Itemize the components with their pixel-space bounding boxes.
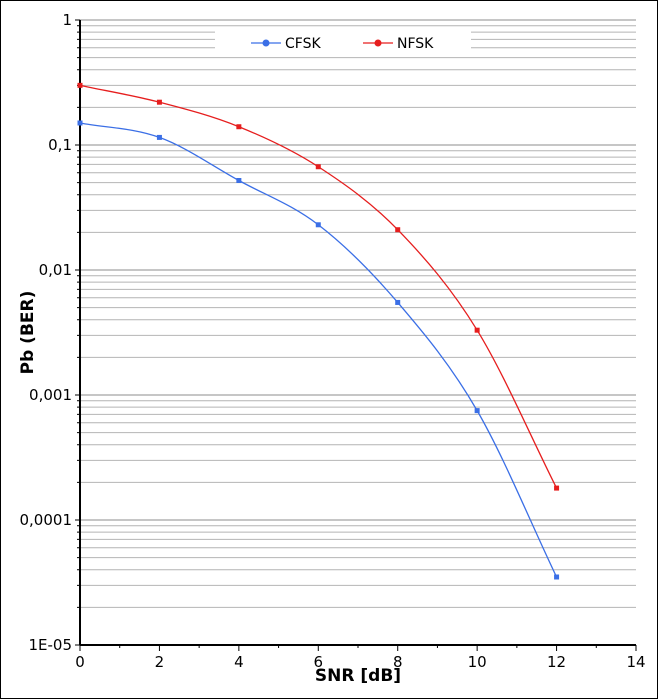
series-line-nfsk xyxy=(79,84,558,489)
data-point-cfsk xyxy=(156,134,162,140)
data-point-nfsk xyxy=(395,227,401,233)
data-point-nfsk xyxy=(77,82,83,88)
y-tick-label: 1 xyxy=(62,11,72,29)
data-series xyxy=(77,82,560,580)
legend-label-nfsk: NFSK xyxy=(397,36,434,52)
x-tick-label: 6 xyxy=(314,653,324,671)
data-point-cfsk xyxy=(474,408,480,414)
data-point-cfsk xyxy=(77,120,83,126)
data-point-cfsk xyxy=(395,299,401,305)
legend-marker-cfsk xyxy=(262,39,270,47)
data-point-nfsk xyxy=(474,327,480,333)
x-axis-title: SNR [dB] xyxy=(315,666,401,686)
data-point-nfsk xyxy=(315,164,321,170)
data-point-nfsk xyxy=(554,485,560,491)
x-tick-label: 10 xyxy=(468,653,487,671)
y-tick-label: 0,1 xyxy=(48,136,72,154)
y-tick-labels: 1 0,1 0,01 0,001 0,0001 1E-05 xyxy=(20,11,73,654)
data-point-cfsk xyxy=(236,177,242,183)
x-tick-labels: 0 2 4 6 8 10 12 14 xyxy=(75,653,645,671)
y-tick-label: 0,0001 xyxy=(20,511,73,529)
legend-label-cfsk: CFSK xyxy=(285,36,321,52)
data-point-cfsk xyxy=(315,222,321,228)
x-tick-label: 2 xyxy=(155,653,165,671)
gridlines xyxy=(80,19,636,646)
x-tick-label: 12 xyxy=(547,653,566,671)
data-point-cfsk xyxy=(554,574,560,580)
series-line-cfsk xyxy=(79,122,558,578)
series-nfsk xyxy=(77,82,560,491)
x-tick-label: 0 xyxy=(75,653,85,671)
legend-marker-nfsk xyxy=(374,39,382,47)
y-tick-label: 0,01 xyxy=(39,261,72,279)
data-point-nfsk xyxy=(236,124,242,130)
x-tick-label: 8 xyxy=(393,653,403,671)
data-point-nfsk xyxy=(156,99,162,105)
legend: CFSK NFSK xyxy=(215,31,471,55)
y-tick-label: 0,001 xyxy=(29,386,72,404)
x-tick-label: 4 xyxy=(234,653,244,671)
y-tick-label: 1E-05 xyxy=(28,636,72,654)
y-axis-title: Pb (BER) xyxy=(18,291,38,375)
x-tick-label: 14 xyxy=(626,653,645,671)
series-cfsk xyxy=(77,120,560,580)
